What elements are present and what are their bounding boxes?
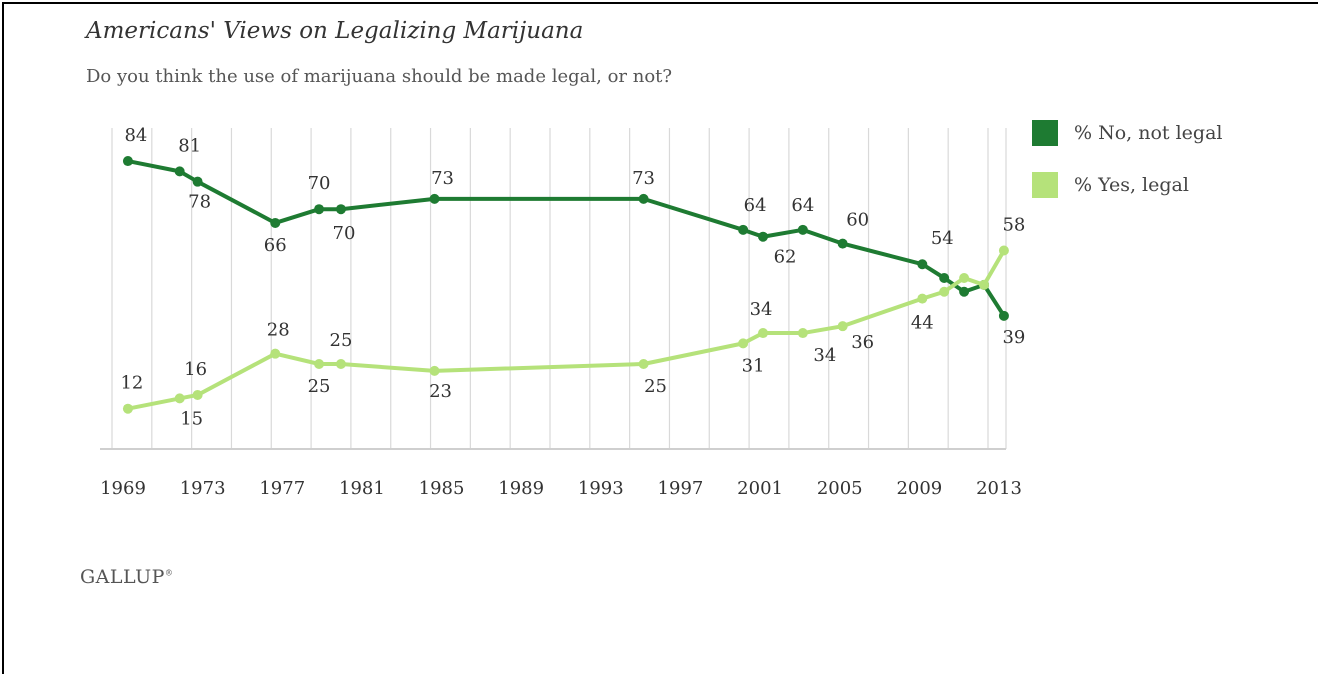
data-label: 39 [1002,327,1025,348]
data-point [939,273,950,283]
data-label: 64 [744,195,767,216]
data-point [122,403,133,414]
data-label: 64 [791,195,814,216]
data-point [738,338,749,349]
x-tick-label: 1981 [339,478,385,499]
data-label: 66 [264,235,287,256]
x-tick-label: 1985 [419,478,465,499]
legend-label-no: % No, not legal [1074,122,1223,144]
data-point [837,321,848,332]
data-label: 54 [931,228,954,249]
data-label: 73 [632,168,655,189]
data-point [917,293,928,304]
data-point [174,393,185,404]
legend-item-no: % No, not legal [1032,118,1222,148]
legend: % No, not legal % Yes, legal [1032,118,1222,222]
data-point [638,359,649,369]
data-label: 70 [333,223,356,244]
data-point [192,389,203,400]
data-point [917,259,928,270]
data-label: 81 [178,135,201,156]
series-line-no [127,159,1006,317]
x-tick-label: 1969 [100,478,146,499]
data-point [174,166,185,177]
data-point [192,176,203,187]
x-tick-label: 1977 [259,478,305,499]
legend-swatch-yes [1032,172,1058,198]
data-label: 58 [1002,214,1025,235]
data-point [270,348,281,359]
data-point [314,359,325,369]
x-tick-label: 2009 [896,478,942,499]
data-point [638,193,649,204]
data-label: 70 [308,173,331,194]
gallup-logo-text: GALLUP [80,566,165,588]
data-point [314,204,325,215]
data-point [758,231,769,242]
data-label: 12 [120,373,143,394]
data-label: 34 [813,345,836,366]
legend-item-yes: % Yes, legal [1032,170,1222,200]
data-point [959,273,970,283]
x-tick-label: 1973 [180,478,226,499]
data-label: 25 [330,330,353,351]
x-tick-label: 1993 [578,478,624,499]
data-label: 28 [267,320,290,341]
data-point [738,224,749,235]
data-label: 23 [429,381,452,402]
chart-subtitle: Do you think the use of marijuana should… [86,66,673,87]
data-point [429,365,440,376]
gallup-logo: GALLUP® [80,566,174,588]
data-point [979,279,990,290]
data-label: 16 [184,359,207,380]
data-point [998,310,1009,321]
data-point [939,286,950,297]
data-point [758,328,769,339]
data-point [998,245,1009,256]
data-label: 44 [911,313,934,334]
data-point [335,204,346,215]
data-point [959,286,970,297]
data-point [797,224,808,235]
data-point [335,359,346,369]
data-label: 73 [431,168,454,189]
chart-title: Americans' Views on Legalizing Marijuana [86,18,584,44]
x-tick-label: 1989 [498,478,544,499]
data-label: 15 [180,408,203,429]
data-label: 25 [308,376,331,397]
data-label: 62 [774,247,797,268]
x-tick-label: 2005 [817,478,863,499]
data-point [429,193,440,204]
legend-swatch-no [1032,120,1058,146]
data-point [122,156,133,167]
x-tick-label: 2001 [737,478,783,499]
data-label: 31 [742,355,765,376]
data-point [837,238,848,249]
data-point [270,217,281,228]
data-label: 60 [846,210,869,231]
data-label: 84 [124,125,147,146]
x-tick-label: 1997 [658,478,704,499]
series-line-yes [127,249,1006,411]
data-label: 25 [644,376,667,397]
data-point [797,328,808,339]
data-label: 36 [851,332,874,353]
x-tick-label: 2013 [976,478,1022,499]
data-label: 34 [750,299,773,320]
data-label: 78 [188,192,211,213]
legend-label-yes: % Yes, legal [1074,174,1189,196]
